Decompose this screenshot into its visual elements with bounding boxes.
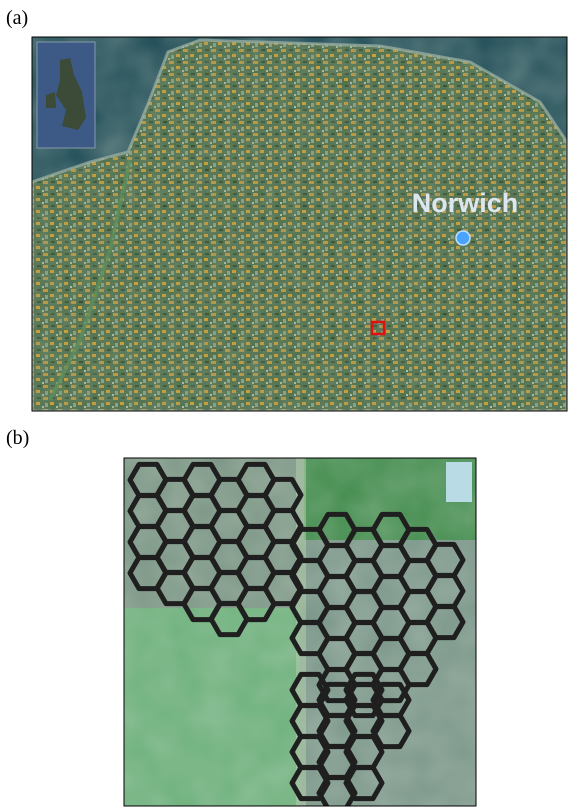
place-label: Norwich [412,188,519,218]
figure: (a) Norwich (b) [0,0,568,808]
satellite-closeup [124,458,476,808]
panel-label: (b) [6,427,29,449]
panel-label: (a) [6,7,28,29]
satellite-map: Norwich [32,37,567,411]
